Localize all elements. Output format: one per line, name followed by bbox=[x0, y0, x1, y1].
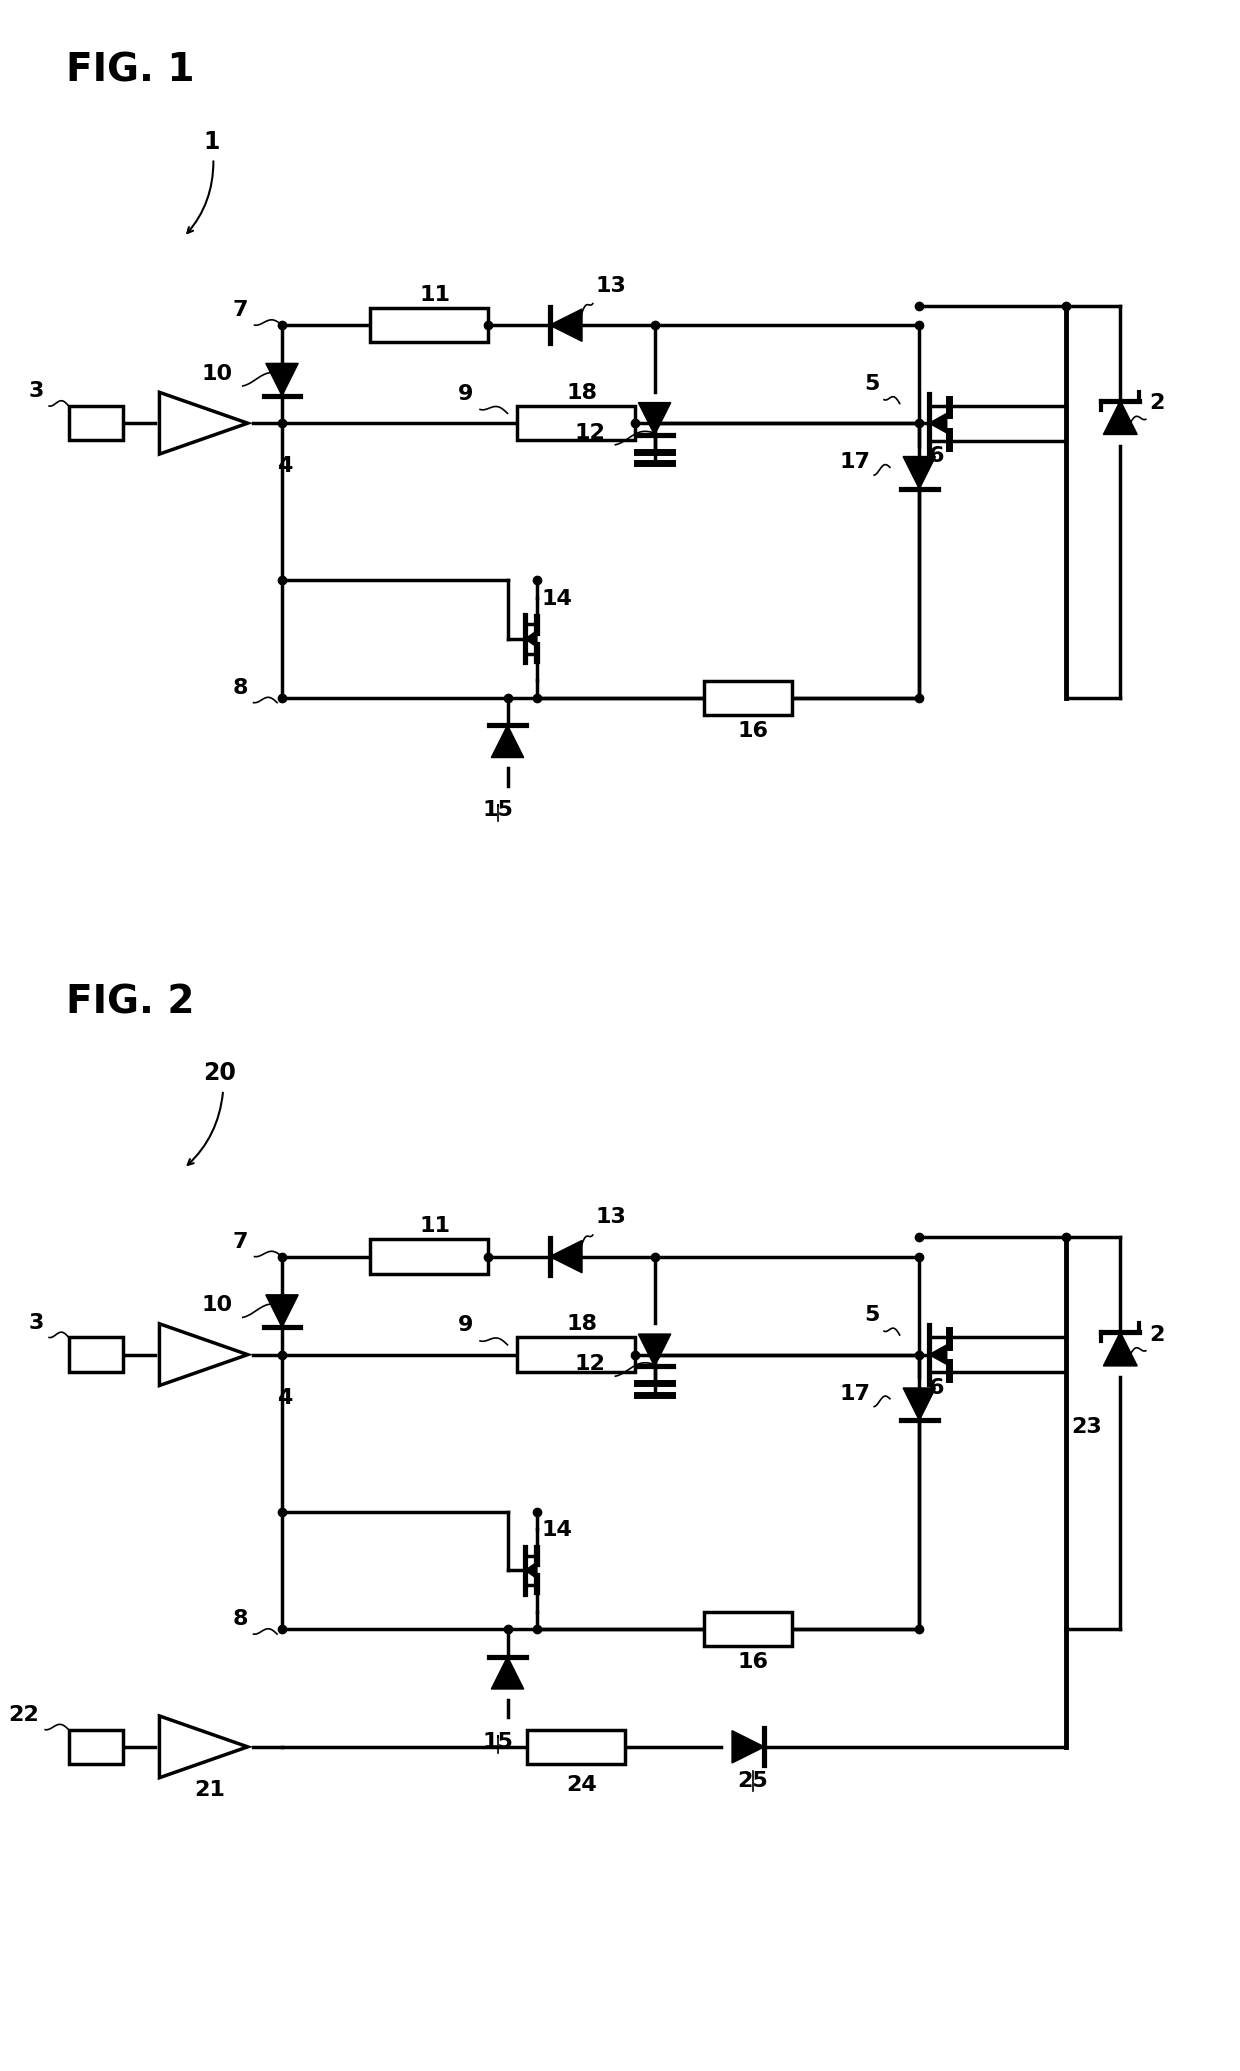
Text: 9: 9 bbox=[458, 1315, 474, 1336]
Polygon shape bbox=[1104, 1332, 1137, 1367]
Polygon shape bbox=[903, 1388, 935, 1421]
Polygon shape bbox=[732, 1731, 764, 1762]
Polygon shape bbox=[265, 1294, 298, 1328]
Text: 3: 3 bbox=[29, 381, 45, 402]
Text: 17: 17 bbox=[839, 1383, 870, 1404]
Polygon shape bbox=[903, 456, 935, 489]
Text: 8: 8 bbox=[232, 1609, 248, 1630]
Text: 25: 25 bbox=[738, 1771, 768, 1791]
Text: 4: 4 bbox=[277, 1388, 293, 1408]
Polygon shape bbox=[639, 402, 671, 435]
Polygon shape bbox=[929, 1344, 947, 1365]
Text: 18: 18 bbox=[567, 1315, 598, 1334]
Bar bbox=[68, 406, 123, 441]
Text: 11: 11 bbox=[419, 284, 450, 304]
Text: 5: 5 bbox=[864, 373, 880, 393]
Text: 3: 3 bbox=[29, 1313, 45, 1332]
Bar bbox=[68, 1729, 123, 1764]
Polygon shape bbox=[526, 1562, 537, 1578]
Polygon shape bbox=[549, 1241, 582, 1274]
Polygon shape bbox=[491, 1657, 523, 1690]
Text: 1: 1 bbox=[203, 130, 219, 153]
Text: 5: 5 bbox=[864, 1305, 880, 1325]
Text: 2: 2 bbox=[1149, 393, 1166, 414]
Text: 24: 24 bbox=[567, 1775, 598, 1796]
Bar bbox=[517, 1338, 635, 1371]
Text: 22: 22 bbox=[9, 1704, 40, 1725]
Text: 15: 15 bbox=[482, 1731, 513, 1752]
Text: FIG. 1: FIG. 1 bbox=[66, 52, 195, 89]
Text: 11: 11 bbox=[419, 1216, 450, 1236]
Text: 7: 7 bbox=[232, 1232, 248, 1251]
Text: 14: 14 bbox=[542, 1520, 573, 1541]
Text: 12: 12 bbox=[574, 422, 605, 443]
Text: 23: 23 bbox=[1071, 1417, 1102, 1437]
Text: 20: 20 bbox=[203, 1060, 237, 1085]
Text: 2: 2 bbox=[1149, 1325, 1166, 1344]
Text: 12: 12 bbox=[574, 1354, 605, 1375]
Polygon shape bbox=[639, 1334, 671, 1367]
Text: 9: 9 bbox=[458, 383, 474, 404]
Polygon shape bbox=[1104, 400, 1137, 435]
Polygon shape bbox=[526, 632, 537, 646]
Polygon shape bbox=[929, 414, 947, 433]
Bar bbox=[527, 1729, 625, 1764]
Text: 17: 17 bbox=[839, 451, 870, 472]
Text: 6: 6 bbox=[929, 1377, 945, 1398]
Text: 13: 13 bbox=[595, 1207, 626, 1228]
Text: 6: 6 bbox=[929, 447, 945, 466]
Bar bbox=[517, 406, 635, 441]
Polygon shape bbox=[549, 309, 582, 342]
Bar bbox=[68, 1338, 123, 1371]
Text: 18: 18 bbox=[567, 383, 598, 402]
Text: 10: 10 bbox=[202, 364, 233, 383]
Text: 13: 13 bbox=[595, 275, 626, 296]
Text: 10: 10 bbox=[202, 1296, 233, 1315]
Text: FIG. 2: FIG. 2 bbox=[66, 984, 195, 1021]
Text: 14: 14 bbox=[542, 588, 573, 609]
Text: 16: 16 bbox=[738, 721, 769, 741]
Bar bbox=[703, 681, 792, 714]
Bar bbox=[371, 309, 487, 342]
Polygon shape bbox=[491, 725, 523, 758]
Bar bbox=[703, 1611, 792, 1646]
Text: 4: 4 bbox=[277, 456, 293, 476]
Text: 15: 15 bbox=[482, 799, 513, 820]
Bar bbox=[371, 1238, 487, 1274]
Text: 21: 21 bbox=[193, 1779, 224, 1800]
Polygon shape bbox=[265, 362, 298, 396]
Text: 16: 16 bbox=[738, 1653, 769, 1673]
Text: 8: 8 bbox=[232, 677, 248, 698]
Text: 7: 7 bbox=[232, 300, 248, 321]
